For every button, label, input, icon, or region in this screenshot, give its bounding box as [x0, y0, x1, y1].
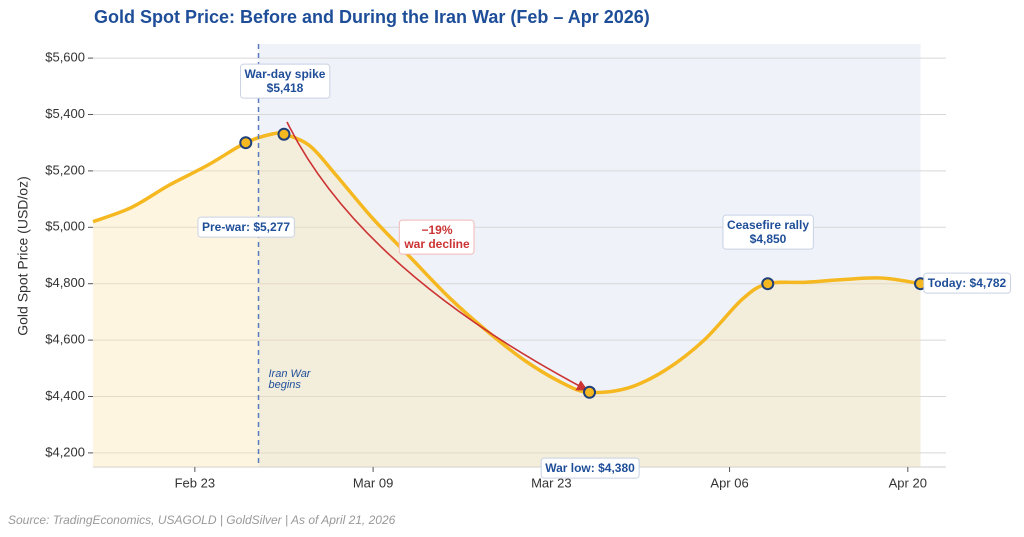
annotation-box	[722, 214, 814, 250]
annotation-text: Ceasefire rally	[727, 218, 809, 232]
annotation-text: Today: $4,782	[928, 276, 1007, 290]
annotation-text: war decline	[403, 237, 470, 251]
y-tick-label: $4,800	[45, 275, 85, 290]
area	[93, 133, 921, 468]
y-tick-label: $4,600	[45, 332, 85, 347]
annotation-text: Pre-war: $5,277	[202, 220, 290, 234]
event-label: Iran War	[269, 368, 312, 380]
y-axis-label: Gold Spot Price (USD/oz)	[15, 176, 31, 336]
annotation: Ceasefire rally$4,850	[722, 214, 814, 250]
annotation-text: $4,850	[750, 232, 787, 246]
annotation: War low: $4,380	[540, 457, 640, 479]
chart-title: Gold Spot Price: Before and During the I…	[94, 7, 650, 27]
y-tick-label: $5,000	[45, 219, 85, 234]
y-tick-label: $4,200	[45, 444, 85, 459]
annotation-text: $5,418	[267, 81, 304, 95]
annotation-box	[398, 219, 475, 255]
highlight-marker	[239, 136, 253, 150]
highlight-marker	[761, 277, 775, 291]
annotation-box	[197, 216, 295, 238]
y-tick-label: $5,600	[45, 50, 85, 65]
annotation: War-day spike$5,418	[240, 63, 331, 99]
x-tick-label: Mar 09	[353, 475, 393, 490]
y-tick-label: $5,200	[45, 162, 85, 177]
y-tick-label: $5,400	[45, 106, 85, 121]
highlight-marker	[583, 385, 597, 399]
x-tick-label: Mar 23	[531, 475, 571, 490]
annotation-box	[923, 272, 1012, 294]
annotation: −19%war decline	[398, 219, 475, 255]
annotation-text: War-day spike	[245, 67, 326, 81]
annotation-box	[540, 457, 640, 479]
annotation-text: War low: $4,380	[545, 461, 635, 475]
y-tick-label: $4,400	[45, 388, 85, 403]
highlight-marker	[277, 127, 291, 141]
x-tick-label: Apr 20	[889, 475, 927, 490]
source: Source: TradingEconomics, USAGOLD | Gold…	[8, 513, 396, 527]
annotation-text: −19%	[421, 223, 452, 237]
annotation: Today: $4,782	[923, 272, 1012, 294]
annotation: Pre-war: $5,277	[197, 216, 295, 238]
x-tick-label: Feb 23	[175, 475, 215, 490]
x-tick-label: Apr 06	[710, 475, 748, 490]
decline-arrow	[286, 121, 588, 391]
event-label: begins	[269, 379, 302, 391]
annotation-box	[240, 63, 331, 99]
